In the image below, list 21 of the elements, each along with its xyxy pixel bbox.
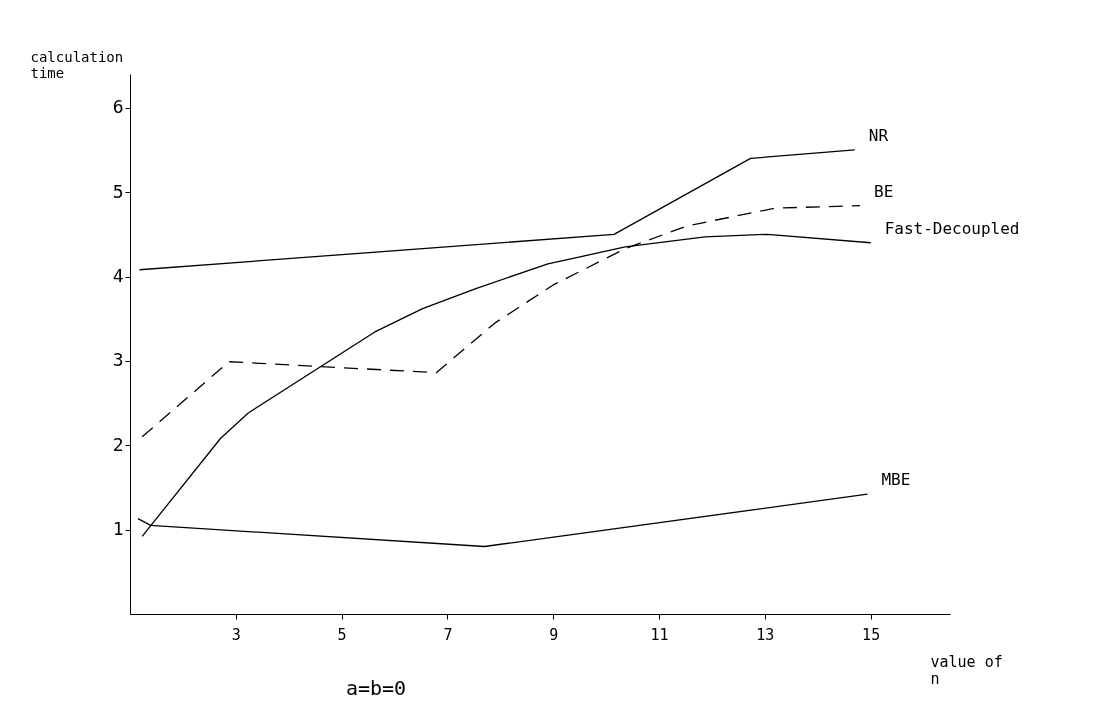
x-axis-title: value of n — [930, 652, 1003, 688]
y-tick-label: 3 — [112, 349, 124, 371]
y-tick-label: 1 — [112, 518, 124, 540]
y-axis-title: calculation time — [30, 48, 124, 81]
x-tick-label: 9 — [549, 625, 559, 644]
x-tick-label: 5 — [337, 625, 347, 644]
y-tick-label: 6 — [112, 96, 124, 118]
y-tick-label: 2 — [112, 433, 124, 455]
series-label: BE — [874, 181, 894, 201]
y-tick-label: 5 — [112, 180, 124, 202]
line-series — [138, 149, 856, 271]
series-label: MBE — [881, 470, 911, 490]
series-label: Fast-Decoupled — [884, 218, 1020, 238]
x-tick-label: 11 — [650, 625, 669, 644]
x-tick-label: 7 — [443, 625, 453, 644]
x-tick-label: 13 — [756, 625, 775, 644]
x-tick-label: 15 — [862, 625, 881, 644]
y-tick-label: 4 — [112, 265, 124, 286]
x-tick-label: 3 — [231, 625, 241, 644]
series-label: NR — [868, 125, 889, 145]
text: a=b=0 — [345, 676, 407, 700]
